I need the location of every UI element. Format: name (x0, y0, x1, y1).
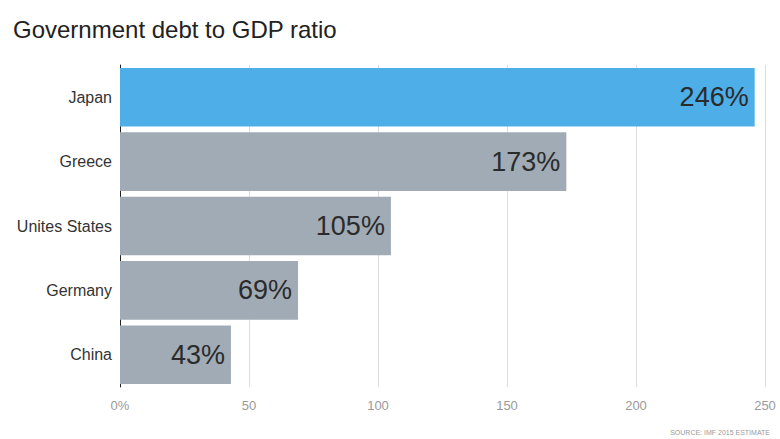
svg-text:105%: 105% (316, 211, 385, 241)
svg-text:69%: 69% (238, 275, 292, 305)
svg-text:150: 150 (496, 398, 518, 413)
svg-text:200: 200 (625, 398, 647, 413)
svg-text:Japan: Japan (68, 89, 112, 106)
svg-text:100: 100 (367, 398, 389, 413)
svg-text:173%: 173% (491, 147, 560, 177)
svg-text:Government debt to GDP ratio: Government debt to GDP ratio (13, 16, 337, 43)
svg-text:China: China (70, 346, 112, 363)
svg-text:246%: 246% (680, 82, 749, 112)
svg-text:0%: 0% (111, 398, 130, 413)
svg-text:Greece: Greece (60, 153, 113, 170)
svg-text:250: 250 (754, 398, 776, 413)
svg-text:43%: 43% (171, 340, 225, 370)
svg-text:SOURCE: IMF 2015 ESTIMATE: SOURCE: IMF 2015 ESTIMATE (670, 429, 770, 436)
svg-text:Unites States: Unites States (17, 218, 112, 235)
svg-text:Germany: Germany (46, 282, 112, 299)
svg-text:50: 50 (242, 398, 256, 413)
